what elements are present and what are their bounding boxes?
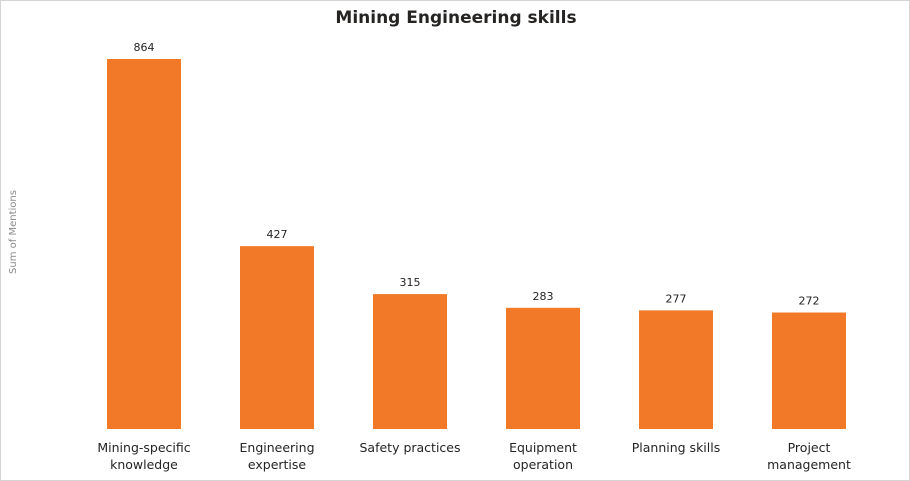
y-axis-label: Sum of Mentions — [8, 190, 19, 274]
bar[interactable] — [240, 246, 314, 429]
bar-value-label: 315 — [400, 276, 421, 289]
bar-value-label: 283 — [533, 290, 554, 303]
category-label: Equipment operation — [509, 440, 577, 472]
category-label: Safety practices — [359, 440, 460, 455]
bar[interactable] — [639, 310, 713, 429]
category-label: Engineering expertise — [240, 440, 315, 472]
bar-value-label: 277 — [666, 292, 687, 305]
bar-value-label: 864 — [134, 41, 155, 54]
bar-value-label: 272 — [799, 295, 820, 308]
chart-title: Mining Engineering skills — [335, 8, 576, 28]
bar-value-label: 427 — [267, 228, 288, 241]
bar[interactable] — [772, 312, 846, 429]
bar[interactable] — [373, 294, 447, 429]
bars-group — [107, 59, 846, 429]
category-label: Mining-specific knowledge — [97, 440, 190, 472]
value-labels-group: 864 427 315 283 277 272 — [134, 41, 820, 308]
category-label: Project management — [767, 440, 851, 472]
bar[interactable] — [107, 59, 181, 429]
category-labels-group: Mining-specific knowledge Engineering exper… — [97, 440, 851, 472]
category-label: Planning skills — [632, 440, 721, 455]
bar[interactable] — [506, 307, 580, 429]
